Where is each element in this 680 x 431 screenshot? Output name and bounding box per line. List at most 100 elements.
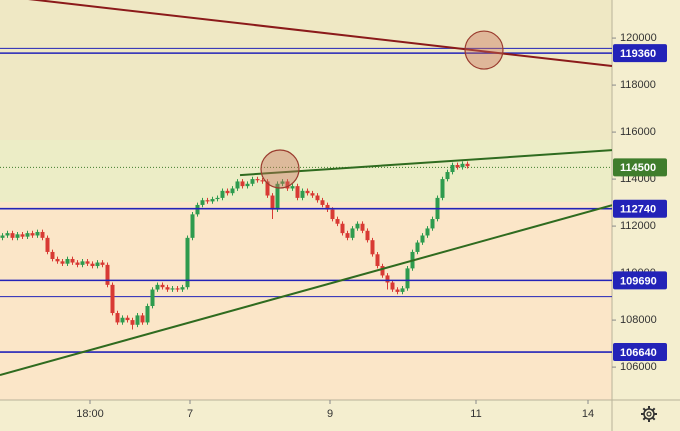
candle-body	[190, 214, 195, 238]
candle-body	[60, 261, 65, 264]
candle-body	[440, 179, 445, 198]
price-label: 119360	[620, 48, 656, 60]
candle-body	[445, 172, 450, 180]
candle-body	[320, 200, 325, 205]
candle-body	[275, 183, 280, 210]
candle-body	[375, 254, 380, 267]
candle-body	[465, 163, 470, 167]
candle-body	[25, 233, 30, 237]
plot-area	[0, 0, 612, 377]
candle-body	[360, 223, 365, 231]
candle-body	[200, 200, 205, 205]
candle-body	[225, 190, 230, 194]
y-tick-label: 120000	[620, 32, 657, 44]
candle-body	[415, 242, 420, 252]
candle-body	[245, 183, 250, 187]
highlight-circle	[464, 30, 504, 70]
candle-body	[355, 223, 360, 229]
candle-body	[210, 199, 215, 202]
candle-body	[315, 195, 320, 201]
candle-body	[220, 190, 225, 198]
candle-body	[155, 284, 160, 290]
candle-body	[310, 193, 315, 196]
price-label-box	[613, 199, 667, 218]
candle-body	[425, 228, 430, 236]
candle-body	[50, 251, 55, 259]
candle-body	[85, 261, 90, 264]
candle-body	[340, 223, 345, 234]
candle-body	[105, 264, 110, 285]
y-tick-label: 118000	[620, 79, 656, 91]
price-label: 106640	[620, 347, 657, 359]
trend-line	[0, 204, 612, 377]
candle-body	[420, 235, 425, 243]
candle-body	[330, 209, 335, 220]
candle-body	[235, 181, 240, 189]
candle-body	[165, 287, 170, 290]
y-tick-label: 108000	[620, 314, 657, 326]
candle-body	[95, 262, 100, 267]
price-label-box	[613, 44, 667, 63]
settings-icon[interactable]	[641, 406, 657, 422]
candle-body	[45, 237, 50, 252]
candle-body	[260, 180, 265, 182]
candle-body	[110, 284, 115, 314]
candle-body	[450, 164, 455, 173]
trend-line	[28, 0, 612, 68]
x-tick-label: 7	[187, 408, 193, 420]
candle-body	[270, 195, 275, 210]
price-label-box	[613, 158, 667, 177]
candle-body	[370, 240, 375, 255]
y-tick-label: 106000	[620, 361, 657, 373]
price-label: 114500	[620, 162, 656, 174]
candle-body	[100, 262, 105, 265]
x-tick-label: 9	[327, 408, 333, 420]
candle-body	[390, 282, 395, 290]
candle-body	[125, 317, 130, 321]
y-tick-label: 116000	[620, 126, 656, 138]
candle-body	[150, 289, 155, 306]
zone-upper	[0, 0, 612, 140]
x-tick-label: 11	[470, 408, 481, 420]
candle-body	[180, 287, 185, 290]
candle-body	[15, 234, 20, 238]
candle-body	[345, 233, 350, 238]
candle-body	[215, 197, 220, 200]
candle-body	[160, 284, 165, 288]
candle-body	[255, 179, 260, 181]
candle-body	[175, 288, 180, 290]
axes: 1060001080001100001120001140001160001180…	[76, 32, 667, 420]
candle-body	[170, 288, 175, 290]
candle-body	[75, 262, 80, 265]
candle-body	[10, 233, 15, 238]
price-label: 112740	[620, 204, 656, 216]
candle-body	[300, 190, 305, 198]
candle-body	[80, 261, 85, 265]
price-label-box	[613, 271, 667, 290]
candle-body	[20, 234, 25, 237]
candle-body	[285, 181, 290, 189]
candle-body	[30, 233, 35, 236]
candle-body	[350, 228, 355, 238]
x-tick-label: 14	[582, 408, 594, 420]
trend-line	[239, 149, 612, 177]
candle-body	[130, 320, 135, 325]
zone-lower	[0, 202, 612, 400]
candle-body	[70, 258, 75, 263]
candle-body	[0, 235, 5, 238]
candle-body	[115, 313, 120, 323]
candle-body	[395, 289, 400, 292]
candle-body	[250, 179, 255, 184]
candle-body	[430, 219, 435, 229]
candle-body	[405, 268, 410, 289]
candle-body	[240, 181, 245, 187]
candle-body	[135, 315, 140, 325]
candle-body	[380, 266, 385, 276]
y-tick-label: 112000	[620, 220, 656, 232]
candle-body	[185, 237, 190, 288]
candle-body	[205, 200, 210, 202]
candle-body	[195, 204, 200, 215]
candle-body	[280, 181, 285, 184]
price-label-box	[613, 343, 667, 362]
